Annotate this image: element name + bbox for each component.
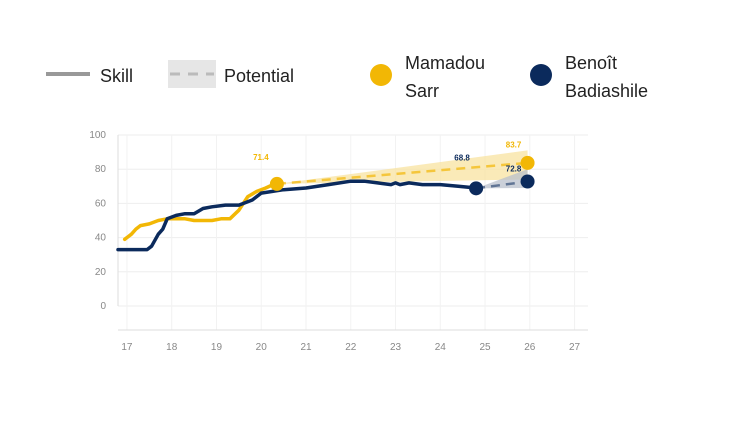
x-tick-label: 26 — [524, 342, 536, 353]
end-value-label: 72.8 — [506, 165, 522, 174]
axes: 100 80 60 40 20 0 17 18 19 20 21 22 23 24 25 26 27 — [89, 130, 588, 353]
x-tick-label: 20 — [256, 342, 268, 353]
start-value-label: 71.4 — [253, 153, 269, 162]
legend-skill-label: Skill — [100, 66, 134, 86]
potential-swatch — [168, 60, 216, 88]
x-tick-label: 24 — [435, 342, 447, 353]
data-labels: 71.4 83.7 68.8 72.8 — [253, 140, 522, 173]
projected-skill-marker — [520, 174, 535, 189]
start-value-label: 68.8 — [454, 153, 470, 162]
x-tick-label: 25 — [479, 342, 491, 353]
x-tick-label: 27 — [569, 342, 581, 353]
legend-player2-line1: Benoît — [565, 53, 618, 73]
player1-dot — [370, 64, 392, 86]
x-tick-label: 17 — [121, 342, 133, 353]
y-tick-label: 80 — [95, 164, 107, 175]
current-skill-marker — [269, 176, 284, 191]
potential-line — [276, 161, 528, 186]
x-tick-label: 19 — [211, 342, 223, 353]
y-tick-label: 60 — [95, 198, 107, 209]
potential-line — [475, 180, 528, 190]
x-tick-label: 18 — [166, 342, 178, 353]
skill-swatch — [46, 72, 90, 76]
legend-player2-line2: Badiashile — [565, 81, 649, 101]
legend-potential-label: Potential — [224, 66, 295, 86]
skill-line — [116, 179, 478, 252]
y-tick-label: 0 — [100, 301, 106, 312]
potential-band — [276, 150, 528, 184]
y-tick-label: 100 — [89, 130, 106, 141]
markers — [269, 155, 535, 196]
x-tick-label: 22 — [345, 342, 357, 353]
current-skill-marker — [469, 181, 484, 196]
x-tick-label: 23 — [390, 342, 402, 353]
projected-skill-marker — [520, 155, 535, 170]
series-lines — [116, 179, 478, 252]
x-tick-label: 21 — [300, 342, 312, 353]
legend: Skill Potential Mamadou Sarr Benoît Badi… — [0, 0, 750, 110]
player2-dot — [530, 64, 552, 86]
end-value-label: 83.7 — [506, 140, 522, 149]
y-tick-label: 20 — [95, 267, 107, 278]
potential-bands — [276, 150, 528, 190]
skill-line — [122, 181, 279, 242]
legend-player1-line2: Sarr — [405, 81, 440, 101]
legend-player1-line1: Mamadou — [405, 53, 486, 73]
y-tick-label: 40 — [95, 233, 107, 244]
